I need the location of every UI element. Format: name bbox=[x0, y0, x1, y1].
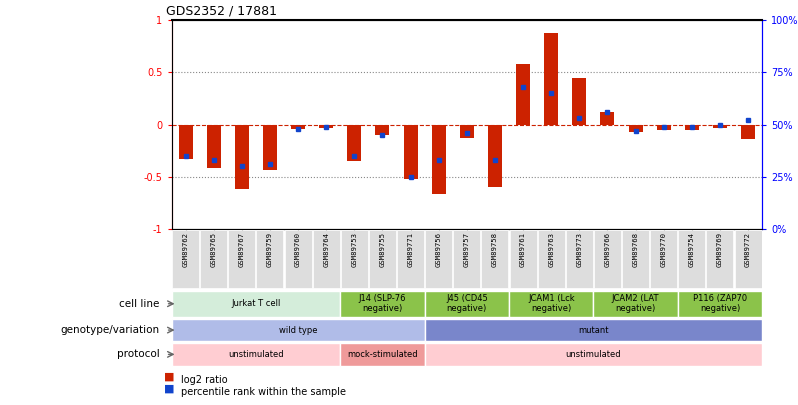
Bar bbox=[291, 125, 305, 129]
Text: GSM89767: GSM89767 bbox=[239, 232, 245, 267]
Text: unstimulated: unstimulated bbox=[566, 350, 621, 359]
Bar bbox=[509, 291, 594, 317]
Text: J14 (SLP-76
negative): J14 (SLP-76 negative) bbox=[359, 294, 406, 313]
Text: GSM89770: GSM89770 bbox=[661, 232, 666, 267]
Text: GSM89766: GSM89766 bbox=[604, 232, 610, 267]
Bar bbox=[228, 230, 255, 288]
Bar bbox=[375, 125, 389, 135]
Text: protocol: protocol bbox=[117, 350, 160, 359]
Text: P116 (ZAP70
negative): P116 (ZAP70 negative) bbox=[693, 294, 747, 313]
Bar bbox=[713, 125, 727, 128]
Bar bbox=[179, 125, 192, 159]
Bar bbox=[172, 291, 340, 317]
Text: ■: ■ bbox=[164, 372, 174, 382]
Bar bbox=[650, 230, 678, 288]
Bar bbox=[313, 230, 340, 288]
Bar bbox=[460, 125, 474, 138]
Text: GSM89764: GSM89764 bbox=[323, 232, 330, 267]
Text: ■: ■ bbox=[164, 384, 174, 394]
Text: mutant: mutant bbox=[578, 326, 609, 335]
Bar bbox=[347, 125, 361, 161]
Text: GSM89772: GSM89772 bbox=[745, 232, 751, 267]
Text: J45 (CD45
negative): J45 (CD45 negative) bbox=[446, 294, 488, 313]
Text: GSM89754: GSM89754 bbox=[689, 232, 695, 267]
Text: GSM89759: GSM89759 bbox=[267, 232, 273, 267]
Text: GSM89768: GSM89768 bbox=[633, 232, 638, 267]
Bar bbox=[657, 125, 670, 130]
Bar bbox=[425, 230, 452, 288]
Text: GSM89773: GSM89773 bbox=[576, 232, 583, 267]
Bar bbox=[706, 230, 733, 288]
Text: JCAM2 (LAT
negative): JCAM2 (LAT negative) bbox=[612, 294, 659, 313]
Bar bbox=[200, 230, 227, 288]
Text: GSM89760: GSM89760 bbox=[295, 232, 301, 267]
Bar bbox=[172, 343, 340, 366]
Text: genotype/variation: genotype/variation bbox=[61, 325, 160, 335]
Text: log2 ratio: log2 ratio bbox=[181, 375, 227, 385]
Bar bbox=[572, 78, 587, 125]
Bar bbox=[685, 125, 699, 130]
Text: GSM89765: GSM89765 bbox=[211, 232, 217, 267]
Bar bbox=[172, 230, 200, 288]
Bar bbox=[481, 230, 508, 288]
Text: wild type: wild type bbox=[279, 326, 318, 335]
Text: GSM89761: GSM89761 bbox=[520, 232, 526, 267]
Bar bbox=[678, 291, 762, 317]
Text: Jurkat T cell: Jurkat T cell bbox=[231, 299, 281, 308]
Bar bbox=[425, 291, 509, 317]
Bar bbox=[432, 125, 446, 194]
Bar bbox=[678, 230, 705, 288]
Text: GDS2352 / 17881: GDS2352 / 17881 bbox=[166, 5, 277, 18]
Bar bbox=[544, 33, 559, 125]
Bar bbox=[340, 291, 425, 317]
Bar bbox=[207, 125, 221, 168]
Bar bbox=[341, 230, 368, 288]
Bar bbox=[622, 230, 649, 288]
Bar bbox=[566, 230, 593, 288]
Bar bbox=[516, 64, 530, 125]
Bar bbox=[285, 230, 311, 288]
Text: GSM89756: GSM89756 bbox=[436, 232, 442, 267]
Bar bbox=[319, 125, 334, 128]
Text: GSM89753: GSM89753 bbox=[351, 232, 358, 267]
Bar bbox=[538, 230, 565, 288]
Text: unstimulated: unstimulated bbox=[228, 350, 284, 359]
Text: GSM89763: GSM89763 bbox=[548, 232, 554, 267]
Bar bbox=[453, 230, 480, 288]
Bar bbox=[263, 125, 277, 171]
Bar bbox=[510, 230, 536, 288]
Bar bbox=[594, 230, 621, 288]
Bar bbox=[369, 230, 396, 288]
Bar bbox=[340, 343, 425, 366]
Bar bbox=[629, 125, 642, 132]
Bar bbox=[256, 230, 283, 288]
Text: JCAM1 (Lck
negative): JCAM1 (Lck negative) bbox=[528, 294, 575, 313]
Text: GSM89755: GSM89755 bbox=[380, 232, 385, 267]
Text: cell line: cell line bbox=[120, 299, 160, 309]
Text: percentile rank within the sample: percentile rank within the sample bbox=[181, 387, 346, 397]
Text: GSM89762: GSM89762 bbox=[183, 232, 188, 267]
Bar bbox=[172, 319, 425, 341]
Bar bbox=[488, 125, 502, 187]
Bar bbox=[425, 343, 762, 366]
Text: mock-stimulated: mock-stimulated bbox=[347, 350, 418, 359]
Bar bbox=[594, 291, 678, 317]
Text: GSM89769: GSM89769 bbox=[717, 232, 723, 267]
Bar bbox=[600, 112, 614, 125]
Text: GSM89758: GSM89758 bbox=[492, 232, 498, 267]
Bar bbox=[404, 125, 417, 179]
Bar bbox=[741, 125, 755, 139]
Bar bbox=[397, 230, 424, 288]
Text: GSM89771: GSM89771 bbox=[408, 232, 413, 267]
Text: GSM89757: GSM89757 bbox=[464, 232, 470, 267]
Bar bbox=[425, 319, 762, 341]
Bar bbox=[235, 125, 249, 189]
Bar bbox=[734, 230, 761, 288]
